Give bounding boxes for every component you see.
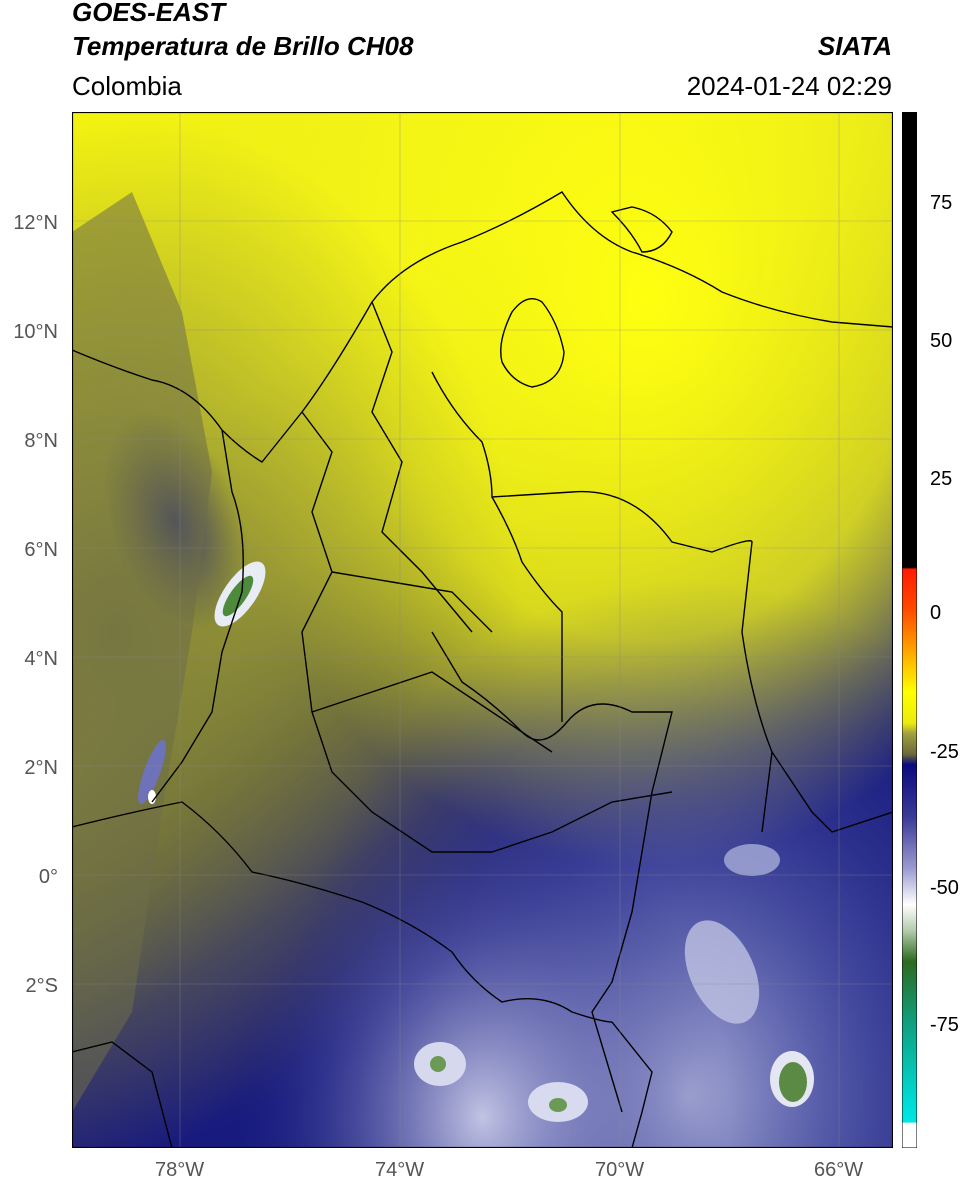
colorbar-tick-label: -25 [930, 741, 959, 763]
country-borders [71, 191, 894, 1149]
cloud-top-east-3 [684, 920, 760, 1024]
satellite-title: GOES-EAST [72, 0, 226, 27]
colorbar-tick-label: -50 [930, 877, 959, 899]
lon-tick-label: 78°W [155, 1159, 205, 1181]
lat-tick-label: 0° [38, 866, 58, 888]
colorbar-tick-label: 50 [930, 330, 953, 352]
lat-tick-label: 10°N [13, 321, 58, 343]
colorbar-tick-label: 0 [930, 602, 942, 624]
lon-tick-label: 70°W [595, 1159, 645, 1181]
map-frame [71, 111, 894, 1149]
cloud-top-north-andes-core [222, 575, 254, 617]
region-label: Colombia [72, 71, 182, 101]
cloud-top-south-1-core [430, 1056, 446, 1072]
satellite-map[interactable] [71, 111, 894, 1149]
s-cold-tops [72, 112, 893, 1148]
pacific-olive [72, 192, 212, 1112]
datetime-label: 2024-01-24 02:29 [686, 71, 892, 101]
lon-tick-label: 66°W [814, 1159, 864, 1181]
lat-tick-label: 2°N [24, 757, 58, 779]
source-label: SIATA [817, 31, 892, 61]
lat-tick-label: 6°N [24, 539, 58, 561]
lon-tick-label: 74°W [375, 1159, 425, 1181]
graticule [72, 112, 893, 1148]
cloud-top-east-1-core [779, 1062, 807, 1102]
colorbar-tick-label: -75 [930, 1014, 959, 1036]
lat-tick-label: 8°N [24, 430, 58, 452]
cloud-top-east-2 [724, 844, 780, 876]
lat-tick-label: 4°N [24, 648, 58, 670]
colorbar-tick-label: 75 [930, 192, 953, 214]
colorbar [901, 111, 922, 1149]
cloud-top-pacific [138, 739, 166, 805]
colorbar-tick-label: 25 [930, 468, 953, 490]
cloud-top-pacific-core [148, 790, 156, 804]
colorbar-ramp [901, 111, 918, 1149]
cloud-top-south-2-core [549, 1098, 567, 1112]
product-title: Temperatura de Brillo CH08 [72, 31, 414, 61]
lat-tick-label: 2°S [25, 975, 58, 997]
lat-tick-label: 12°N [13, 212, 58, 234]
